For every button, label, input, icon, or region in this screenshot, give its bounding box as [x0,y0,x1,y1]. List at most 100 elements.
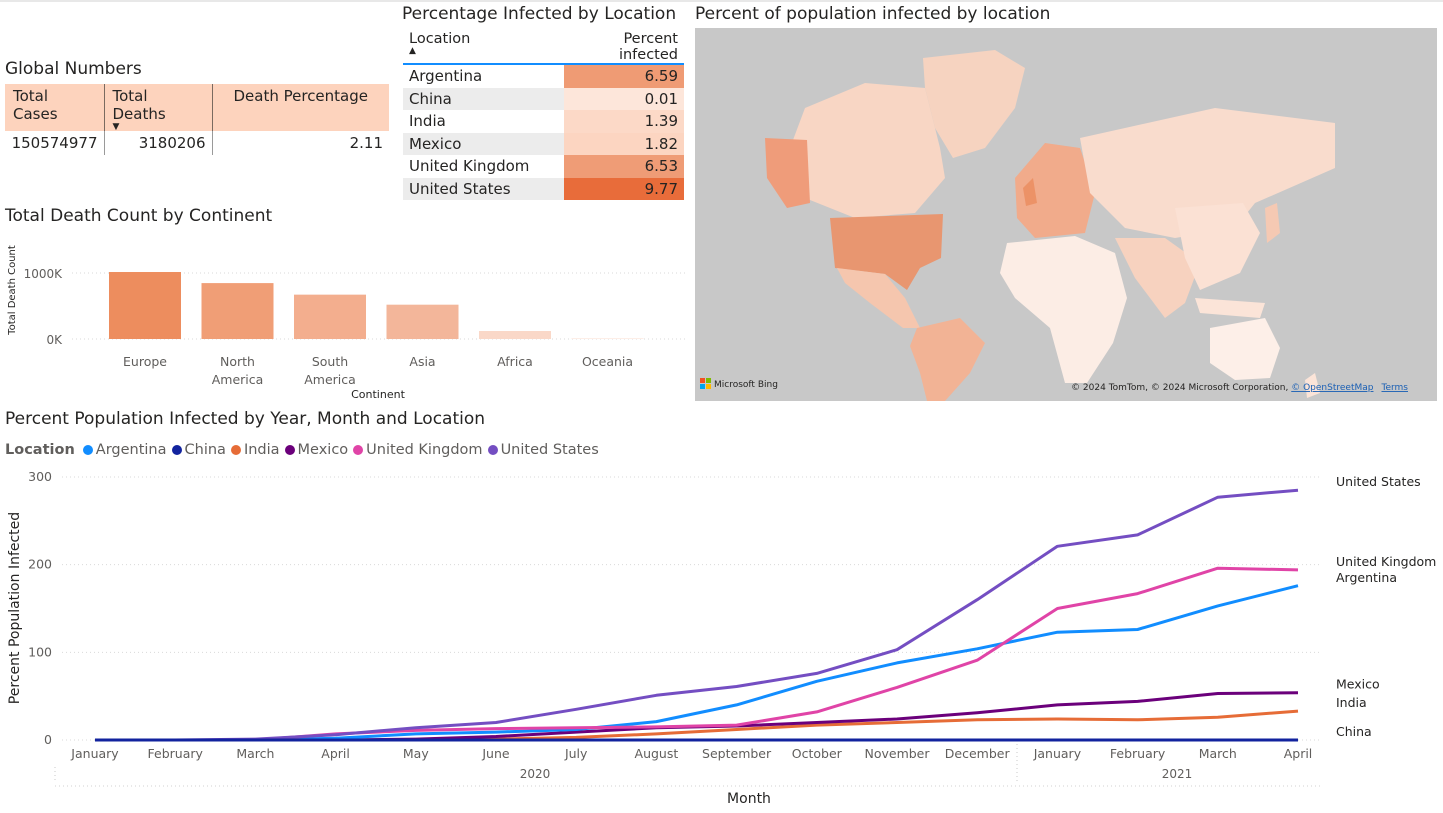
y-tick-label: 1000K [24,267,64,281]
total-deaths-value: 3180206 [104,131,213,155]
percent-infected-header[interactable]: Percent infected [564,28,684,65]
australia-region [1210,318,1280,380]
legend-dot-icon [82,445,93,455]
line-x-axis-label: Month [727,791,771,807]
legend-label: Argentina [95,442,167,458]
month-axis-labels: January February March April May June July Augu… [70,746,1312,761]
month-tick-label: January [1033,746,1082,761]
top-divider [0,0,1443,2]
bar-europe[interactable] [109,272,181,339]
series-end-label: China [1336,724,1372,739]
legend-dot-icon [284,445,295,455]
global-numbers-table[interactable]: Total Cases Total Deaths ▼ Death Percenta… [5,84,389,155]
legend-item[interactable]: Mexico [284,442,348,458]
legend-item[interactable]: United Kingdom [353,442,483,458]
location-cell: United States [403,177,564,200]
mexico-region [837,268,920,328]
y-tick-label: 0K [46,333,63,347]
percent-cell: 0.01 [564,87,684,110]
uk-region [1023,178,1037,206]
legend-label: China [184,442,226,458]
world-map[interactable]: Microsoft Bing © 2024 TomTom, © 2024 Mic… [695,28,1437,401]
month-tick-label: November [864,746,930,761]
location-cell: India [403,110,564,133]
x-tick-label: Europe [123,354,167,369]
continent-y-axis-label: Total Death Count [7,245,18,336]
location-cell: United Kingdom [403,155,564,178]
sort-ascending-icon: ▲ [409,46,416,56]
total-deaths-header[interactable]: Total Deaths ▼ [103,84,212,132]
y-tick-label: 0 [44,732,52,747]
series-end-label: United Kingdom [1336,554,1436,569]
x-tick-label: Asia [409,354,435,369]
year-label-2021: 2021 [1162,767,1193,781]
bar-category-labels: Europe North America South America Asia Africa… [123,354,633,387]
legend-label: United States [500,442,599,458]
table-row[interactable]: Mexico 1.82 [403,132,684,155]
global-numbers-title: Global Numbers [5,59,142,79]
sort-descending-icon: ▼ [112,122,120,132]
y-tick-label: 100 [28,644,52,659]
x-tick-label: Africa [497,354,533,369]
total-cases-header[interactable]: Total Cases [5,84,104,131]
table-row[interactable]: India 1.39 [403,110,684,133]
table-row[interactable]: Argentina 6.59 [403,64,684,88]
series-line-united-states[interactable] [95,488,1299,742]
series-lines [95,488,1299,742]
infection-line-chart[interactable]: Percent Population Infected 300 200 100 0 J… [0,462,1443,813]
bar-asia[interactable] [386,304,459,339]
japan-region [1265,203,1280,243]
terms-link[interactable]: Terms [1380,383,1408,393]
new-zealand-region [1305,373,1320,398]
location-header[interactable]: Location ▲ [403,28,564,65]
continent-chart-title: Total Death Count by Continent [5,206,273,226]
south-america-region [910,318,985,401]
percent-cell: 1.39 [564,110,684,133]
month-tick-label: October [792,746,843,761]
bar-oceania[interactable] [571,338,644,339]
y-tick-label: 300 [28,469,52,484]
europe-region [1015,143,1095,238]
map-title: Percent of population infected by locati… [695,4,1051,24]
legend-item[interactable]: India [230,442,280,458]
legend-dot-icon [487,445,498,455]
percent-cell: 9.77 [564,177,684,200]
bars [109,272,644,339]
table-row[interactable]: China 0.01 [403,87,684,110]
openstreetmap-link[interactable]: © OpenStreetMap [1291,383,1374,393]
series-end-label: United States [1336,474,1421,489]
death-percentage-header[interactable]: Death Percentage [211,84,389,131]
legend-item[interactable]: Argentina [82,442,167,458]
series-end-label: India [1336,695,1367,710]
series-line-argentina[interactable] [95,584,1299,742]
usa-region [830,214,943,290]
pct-infected-table[interactable]: Location ▲ Percent infected Argentina 6.59… [403,28,684,200]
legend-item[interactable]: United States [487,442,599,458]
continent-bar-chart[interactable]: Total Death Count 1000K 0K Europe North Am… [0,232,690,404]
bar-north-america[interactable] [201,283,274,339]
table-row[interactable]: United States 9.77 [403,177,684,200]
line-chart-legend[interactable]: Location Argentina China India Mexico United… [5,442,604,458]
continent-x-axis-label: Continent [351,388,405,401]
bar-south-america[interactable] [294,294,366,339]
table-row: 150574977 3180206 2.11 [5,131,389,155]
location-cell: China [403,87,564,110]
bar-africa[interactable] [479,331,551,339]
month-tick-label: May [403,746,429,761]
table-row[interactable]: United Kingdom 6.53 [403,155,684,178]
month-tick-label: June [481,746,510,761]
bing-label: Microsoft Bing [714,380,778,390]
map-credits: © 2024 TomTom, © 2024 Microsoft Corporat… [1071,383,1408,393]
month-tick-label: August [635,746,679,761]
total-cases-value: 150574977 [5,131,105,155]
legend-dot-icon [353,445,364,455]
legend-label: United Kingdom [366,442,483,458]
legend-item[interactable]: China [171,442,226,458]
global-numbers-header-row: Total Cases Total Deaths ▼ Death Percenta… [5,84,389,132]
x-tick-label: South [312,354,348,369]
line-y-axis-label: Percent Population Infected [7,512,23,704]
x-tick-label: America [212,372,264,387]
percent-cell: 6.53 [564,155,684,178]
series-end-label: Argentina [1336,570,1397,585]
canada-region [790,83,945,218]
